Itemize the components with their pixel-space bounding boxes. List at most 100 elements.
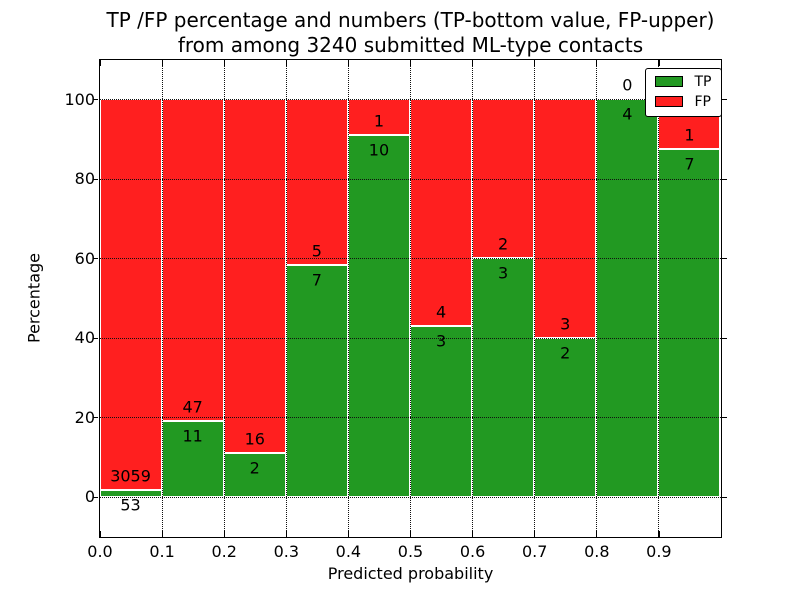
x-gridline [658, 59, 660, 537]
tp-count-label: 3 [435, 331, 447, 351]
chart-title: TP /FP percentage and numbers (TP-bottom… [100, 8, 721, 58]
bar-tp-segment [161, 421, 224, 497]
x-tick-bottom [99, 530, 101, 537]
fp-count-label: 2 [498, 234, 509, 254]
tp-count-label: 7 [311, 270, 322, 290]
x-tick-top [410, 59, 412, 66]
x-tick-top [99, 59, 101, 66]
x-tick-top [596, 59, 598, 66]
x-tick-top [223, 59, 225, 66]
legend-label-fp: FP [694, 93, 712, 110]
x-tick-bottom [534, 530, 536, 537]
bar-fp-segment [410, 99, 473, 327]
y-tick-label: 40 [74, 328, 95, 348]
x-tick-label: 0.1 [149, 542, 175, 561]
x-gridline [223, 59, 225, 537]
x-axis-label: Predicted probability [327, 564, 494, 583]
bar-fp-segment [285, 99, 348, 265]
bar-tp-segment [596, 99, 659, 497]
legend-swatch-tp [654, 76, 683, 87]
bar-tp-segment [410, 326, 473, 497]
y-tick-right [722, 99, 727, 101]
fp-count-label: 4 [435, 302, 447, 322]
x-tick-bottom [596, 530, 598, 537]
x-tick-top [534, 59, 536, 66]
x-tick-bottom [347, 530, 350, 537]
x-tick-bottom [472, 530, 474, 537]
legend-label-tp: TP [694, 73, 712, 90]
plot-area: TP FP 3059 53 47 11 16 2 5 7 1 10 4 3 2 3 3 2 0 4 1 7 [93, 58, 727, 538]
tp-count-label: 3 [498, 263, 509, 283]
bar-fp-segment [161, 99, 224, 422]
x-tick-bottom [285, 530, 287, 537]
tp-count-label: 10 [368, 140, 390, 160]
bar-tp-segment [285, 264, 348, 497]
bar-tp-segment [472, 258, 535, 497]
bar-fp-segment [223, 99, 286, 453]
fp-count-label: 47 [182, 397, 203, 417]
legend-row-tp: TP [654, 73, 712, 90]
legend-row-fp: FP [654, 93, 712, 110]
x-tick-label: 0.0 [87, 542, 113, 561]
bar-fp-segment [99, 99, 162, 490]
fp-count-label: 5 [311, 241, 322, 261]
y-tick-left [93, 496, 98, 498]
bar-tp-segment [347, 135, 410, 497]
x-gridline [534, 59, 536, 537]
y-tick-label: 100 [64, 89, 95, 109]
tp-count-label: 2 [249, 458, 260, 478]
x-tick-top [658, 59, 660, 66]
y-tick-right [722, 496, 727, 498]
y-tick-left [93, 258, 98, 260]
x-gridline [596, 59, 598, 537]
x-tick-label: 0.9 [646, 542, 672, 561]
legend: TP FP [644, 67, 722, 117]
x-gridline [472, 59, 474, 537]
x-tick-bottom [223, 530, 225, 537]
x-tick-label: 0.7 [521, 542, 548, 561]
y-tick-label: 0 [84, 487, 95, 507]
x-gridline [347, 59, 349, 537]
x-tick-label: 0.2 [211, 542, 237, 561]
fp-count-label: 1 [373, 111, 385, 131]
x-tick-label: 0.5 [397, 542, 424, 561]
chart-title-line-2: from among 3240 submitted ML-type contac… [177, 33, 644, 57]
tp-count-label: 2 [560, 343, 571, 363]
bar-tp-segment [99, 489, 162, 497]
y-tick-label: 80 [74, 169, 95, 189]
chart-title-line-1: TP /FP percentage and numbers (TP-bottom… [106, 8, 715, 32]
tp-count-label: 53 [120, 495, 141, 515]
legend-swatch-fp [654, 96, 683, 107]
x-tick-bottom [658, 530, 660, 537]
x-gridline [410, 59, 411, 537]
y-tick-right [722, 178, 727, 180]
fp-count-label: 16 [244, 429, 265, 449]
fp-count-label: 3059 [110, 466, 151, 486]
y-tick-left [93, 417, 98, 419]
y-tick-label: 60 [74, 248, 95, 268]
tp-count-label: 7 [684, 154, 695, 174]
y-tick-label: 20 [74, 407, 95, 427]
tp-count-label: 11 [182, 426, 203, 446]
y-tick-left [93, 178, 98, 180]
tp-count-label: 4 [622, 104, 633, 124]
x-gridline [285, 59, 287, 537]
x-tick-top [347, 59, 350, 66]
x-tick-label: 0.3 [273, 542, 300, 561]
bar-tp-segment [658, 148, 721, 497]
fp-count-label: 3 [560, 314, 571, 334]
y-tick-right [722, 417, 727, 419]
x-tick-label: 0.4 [335, 542, 362, 561]
x-tick-bottom [161, 530, 163, 537]
x-tick-top [285, 59, 287, 66]
fp-count-label: 1 [684, 125, 695, 145]
y-tick-left [93, 99, 98, 101]
x-tick-top [161, 59, 163, 66]
x-tick-label: 0.8 [584, 542, 610, 561]
y-tick-right [722, 337, 727, 339]
x-tick-bottom [410, 530, 412, 537]
x-gridline [161, 59, 163, 537]
bar-fp-segment [534, 99, 597, 338]
x-tick-top [472, 59, 474, 66]
